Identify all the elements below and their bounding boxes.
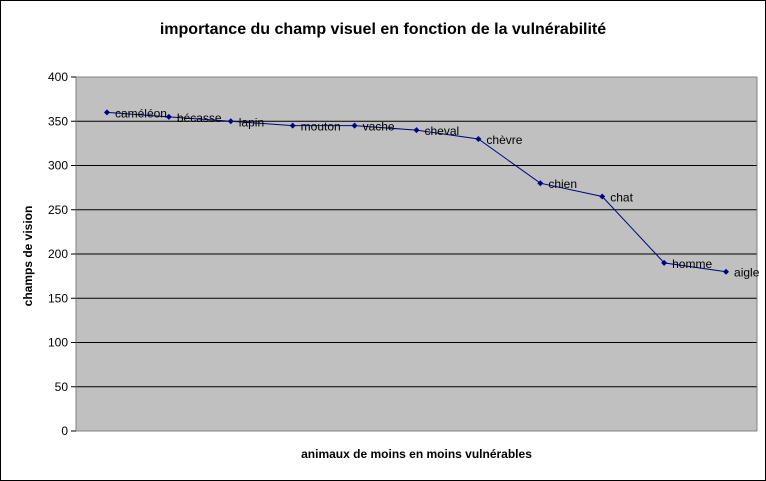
data-label: caméléon — [115, 106, 167, 120]
data-point — [723, 268, 730, 275]
y-tick-label: 350 — [48, 114, 68, 128]
data-point — [351, 122, 358, 129]
data-label: aigle — [734, 266, 760, 280]
data-point — [103, 109, 110, 116]
data-point — [165, 113, 172, 120]
data-label: homme — [672, 257, 712, 271]
data-label: mouton — [301, 120, 341, 134]
y-tick-label: 300 — [48, 159, 68, 173]
y-tick-label: 200 — [48, 247, 68, 261]
data-label: chien — [548, 177, 577, 191]
y-tick-label: 50 — [55, 380, 69, 394]
y-tick-label: 150 — [48, 291, 68, 305]
y-tick-label: 400 — [48, 70, 68, 84]
data-point — [289, 122, 296, 129]
y-tick-label: 250 — [48, 203, 68, 217]
data-points — [103, 109, 730, 275]
data-point — [227, 118, 234, 125]
data-label: vache — [363, 120, 395, 134]
data-point — [599, 193, 606, 200]
data-label: chèvre — [486, 133, 522, 147]
y-axis-ticks: 0 50 100 150 200 250 300 350 400 — [48, 70, 76, 438]
axes — [75, 76, 758, 432]
y-tick-label: 100 — [48, 336, 68, 350]
y-tick-label: 0 — [61, 424, 68, 438]
data-point — [413, 127, 420, 134]
data-labels: caméléon bécasse lapin mouton vache cheval chè… — [115, 106, 760, 279]
data-label: lapin — [239, 115, 264, 129]
data-point — [661, 259, 668, 266]
data-label: cheval — [425, 124, 460, 138]
data-label: chat — [610, 190, 633, 204]
data-point — [537, 180, 544, 187]
x-axis-label: animaux de moins en moins vulnérables — [301, 447, 532, 461]
data-point — [475, 135, 482, 142]
data-label: bécasse — [177, 111, 222, 125]
chart-title: importance du champ visuel en fonction d… — [159, 21, 607, 38]
